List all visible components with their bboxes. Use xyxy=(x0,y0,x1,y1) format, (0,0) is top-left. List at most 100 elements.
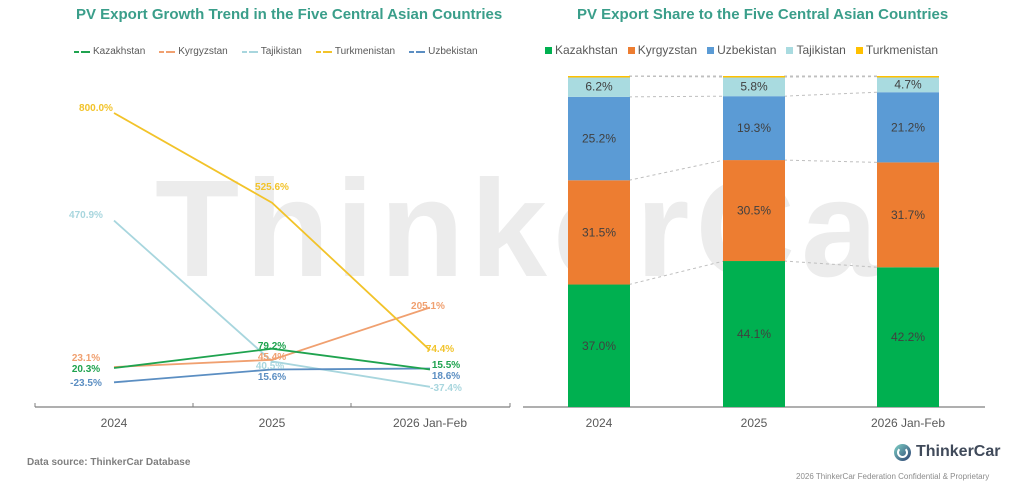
brand-name: ThinkerCar xyxy=(916,443,1001,460)
line-chart-legend: Kazakhstan Kyrgyzstan Tajikistan Turkmenist… xyxy=(74,46,478,57)
watermark: ThinkerCar xyxy=(155,152,944,306)
legend-line-marker xyxy=(159,50,176,53)
data-label-kyrgyzstan: 23.1% xyxy=(72,353,100,364)
data-label-kazakhstan: 37.0% xyxy=(582,339,616,353)
legend-label: Uzbekistan xyxy=(717,43,777,57)
bar-segment-kazakhstan xyxy=(568,284,630,407)
data-label-tajikistan: 5.8% xyxy=(740,80,768,94)
bar-segment-tajikistan xyxy=(723,76,785,97)
legend-item-uzbekistan: Uzbekistan xyxy=(409,46,478,57)
data-label-kyrgyzstan: 31.5% xyxy=(582,225,616,239)
data-label-uzbekistan: 15.6% xyxy=(258,372,286,383)
series-connector-line xyxy=(628,159,725,181)
bar-segment-turkmenistan xyxy=(723,76,785,78)
series-line-kazakhstan xyxy=(113,347,431,371)
series-connector-line xyxy=(628,260,725,286)
confidential-note: 2026 ThinkerCar Federation Confidential … xyxy=(796,472,990,481)
series-line-tajikistan xyxy=(113,219,431,388)
data-label-tajikistan: -37.4% xyxy=(430,383,462,394)
legend-swatch xyxy=(786,46,794,54)
bar-segment-kyrgyzstan xyxy=(723,160,785,262)
series-connector-line xyxy=(783,260,879,268)
series-connector-line xyxy=(628,75,725,78)
x-tick-label: 2026 Jan-Feb xyxy=(871,416,945,430)
series-line-kyrgyzstan xyxy=(113,306,431,368)
legend-line-marker xyxy=(241,50,258,53)
legend-item-tajikistan: Tajikistan xyxy=(241,46,302,57)
data-label-tajikistan: 4.7% xyxy=(894,77,922,91)
legend-item-kyrgyzstan: Kyrgyzstan xyxy=(627,43,697,57)
legend-label: Tajikistan xyxy=(796,43,846,57)
legend-line-marker xyxy=(409,50,426,53)
data-label-uzbekistan: 19.3% xyxy=(737,121,771,135)
line-chart: 2024 2025 2026 Jan-Feb 20.3% 79.2% 15.5% 23.1%… xyxy=(34,103,511,430)
series-connector-line xyxy=(783,159,879,163)
legend-item-kazakhstan: Kazakhstan xyxy=(545,43,618,57)
legend-line-marker xyxy=(74,50,90,53)
data-label-turkmenistan: 74.4% xyxy=(426,344,454,355)
legend-item-tajikistan: Tajikistan xyxy=(786,43,846,57)
data-label-tajikistan: 40.5% xyxy=(256,361,284,372)
x-tick-label: 2024 xyxy=(586,416,613,430)
data-label-uzbekistan: -23.5% xyxy=(70,378,102,389)
data-label-turkmenistan: 525.6% xyxy=(255,182,289,193)
thinkercar-logo-icon xyxy=(894,443,911,461)
data-label-turkmenistan: 800.0% xyxy=(79,103,113,114)
data-source-note: Data source: ThinkerCar Database xyxy=(27,457,191,468)
data-label-kazakhstan: 20.3% xyxy=(72,364,100,375)
legend-swatch xyxy=(855,46,863,54)
legend-item-turkmenistan: Turkmenistan xyxy=(315,46,396,57)
bar-segment-tajikistan xyxy=(568,76,630,97)
x-tick-label: 2026 Jan-Feb xyxy=(393,416,467,430)
line-chart-title: PV Export Growth Trend in the Five Centr… xyxy=(76,6,503,23)
data-label-kyrgyzstan: 31.7% xyxy=(891,208,925,222)
data-label-kyrgyzstan: 45.4% xyxy=(258,352,286,363)
legend-swatch xyxy=(627,46,635,54)
legend-item-turkmenistan: Turkmenistan xyxy=(855,43,939,57)
legend-label: Uzbekistan xyxy=(428,46,478,57)
legend-swatch xyxy=(707,46,715,54)
legend-label: Tajikistan xyxy=(260,46,302,57)
data-label-kazakhstan: 42.2% xyxy=(891,330,925,344)
x-tick-label: 2024 xyxy=(101,416,128,430)
legend-line-marker xyxy=(315,50,332,53)
data-label-kyrgyzstan: 205.1% xyxy=(411,301,445,312)
legend-item-uzbekistan: Uzbekistan xyxy=(707,43,776,57)
legend-label: Turkmenistan xyxy=(865,43,939,57)
bar-segment-uzbekistan xyxy=(723,96,785,161)
bar-chart-title: PV Export Share to the Five Central Asia… xyxy=(577,6,949,23)
bar-segment-kyrgyzstan xyxy=(568,180,630,285)
data-label-uzbekistan: 21.2% xyxy=(891,120,925,134)
x-tick-label: 2025 xyxy=(741,416,768,430)
legend-swatch xyxy=(545,46,552,54)
bar-segment-kazakhstan xyxy=(723,261,785,407)
data-label-kazakhstan: 79.2% xyxy=(258,341,286,352)
bar-segment-uzbekistan xyxy=(877,92,939,163)
data-label-tajikistan: 6.2% xyxy=(585,80,613,94)
bar-segment-kyrgyzstan xyxy=(877,162,939,268)
data-label-kazakhstan: 15.5% xyxy=(432,360,460,371)
series-connector-line xyxy=(628,95,725,98)
bar-segment-kazakhstan xyxy=(877,267,939,407)
legend-label: Kyrgyzstan xyxy=(178,46,228,57)
bar-segment-turkmenistan xyxy=(877,76,939,78)
series-line-turkmenistan xyxy=(113,112,431,351)
x-tick-label: 2025 xyxy=(259,416,286,430)
legend-label: Kazakhstan xyxy=(555,43,618,57)
data-label-uzbekistan: 18.6% xyxy=(432,371,460,382)
bar-segment-tajikistan xyxy=(877,76,939,93)
series-line-uzbekistan xyxy=(113,367,431,384)
data-label-tajikistan: 470.9% xyxy=(69,210,103,221)
bar-segment-uzbekistan xyxy=(568,96,630,181)
legend-item-kazakhstan: Kazakhstan xyxy=(74,46,145,57)
legend-label: Turkmenistan xyxy=(334,46,396,57)
data-label-uzbekistan: 25.2% xyxy=(582,132,616,146)
legend-item-kyrgyzstan: Kyrgyzstan xyxy=(159,46,228,57)
series-connector-line xyxy=(783,91,879,97)
bar-chart-legend: Kazakhstan Kyrgyzstan Uzbekistan Tajikistan… xyxy=(545,43,938,57)
data-label-kyrgyzstan: 30.5% xyxy=(737,204,771,218)
bar-segment-turkmenistan xyxy=(568,76,630,78)
legend-label: Kazakhstan xyxy=(93,46,146,57)
data-label-kazakhstan: 44.1% xyxy=(737,327,771,341)
